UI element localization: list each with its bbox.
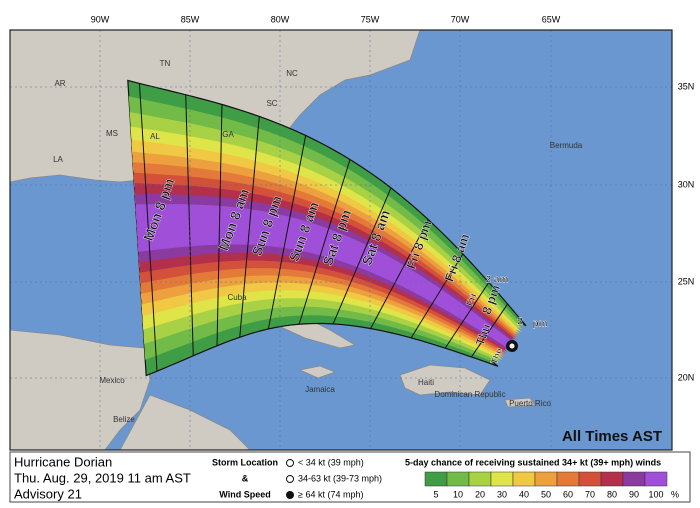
scale-swatch (446, 471, 470, 487)
symbol-title: Wind Speed (219, 489, 270, 499)
scale-label: 5 (433, 489, 438, 499)
time-label: pm (533, 319, 548, 330)
scale-swatch (534, 471, 558, 487)
scale-label: 90 (629, 489, 639, 499)
lon-label: 90W (91, 14, 110, 24)
times-note: All Times AST (562, 428, 662, 445)
scale-swatch (490, 471, 514, 487)
scale-swatch (424, 471, 448, 487)
scale-swatch (468, 471, 492, 487)
scale-label: 20 (475, 489, 485, 499)
scale-label: 60 (563, 489, 573, 499)
advisory-date: Thu. Aug. 29, 2019 11 am AST (14, 470, 191, 485)
scale-label: 40 (519, 489, 529, 499)
scale-unit: % (671, 489, 679, 499)
time-line (216, 104, 223, 346)
place-labels: AR TN NC MS AL GA SC LA Bermuda Cuba Mexico Jamaica… (53, 59, 583, 424)
probability-scale: 5 10 20 30 40 50 60 70 80 90 100% (424, 471, 679, 499)
scale-swatch (622, 471, 646, 487)
storm-marker-center (509, 343, 515, 349)
place-label: Cuba (227, 293, 247, 302)
place-label: Bermuda (550, 141, 583, 150)
storm-name: Hurricane Dorian (14, 454, 112, 469)
symbol-low (286, 459, 294, 467)
scale-swatch (512, 471, 536, 487)
lon-label: 80W (271, 14, 290, 24)
cone-band (135, 204, 515, 350)
symbol-label: ≥ 64 kt (74 mph) (298, 489, 363, 499)
advisory-number: Advisory 21 (14, 486, 82, 501)
time-line (410, 253, 464, 339)
place-label: Jamaica (305, 385, 335, 394)
place-label: Dominican Republic (434, 390, 505, 399)
place-label: LA (53, 155, 63, 164)
time-line (444, 282, 490, 349)
place-label: NC (286, 69, 298, 78)
scale-label: 100 (648, 489, 663, 499)
scale-title: 5-day chance of receiving sustained 34+ … (405, 457, 661, 467)
place-label: Haiti (418, 378, 434, 387)
place-label: Mexico (99, 376, 125, 385)
time-line (298, 159, 351, 325)
scale-label: 10 (453, 489, 463, 499)
place-label: GA (222, 130, 234, 139)
time-line (267, 135, 307, 330)
time-label: 2 am (486, 275, 509, 286)
time-line (185, 94, 194, 356)
place-label: SC (266, 99, 277, 108)
place-label: AR (54, 79, 65, 88)
time-line (332, 187, 392, 325)
time-line (471, 303, 508, 358)
time-line (370, 219, 429, 329)
place-label: MS (106, 129, 118, 138)
symbol-label: 34-63 kt (39-73 mph) (298, 473, 382, 483)
place-label: Belize (113, 415, 135, 424)
lat-label: 25N (678, 276, 695, 286)
scale-swatch (600, 471, 624, 487)
place-label: Puerto Rico (509, 399, 551, 408)
scale-swatch (556, 471, 580, 487)
hispaniola (399, 364, 491, 396)
time-label: 2 (517, 317, 523, 328)
coordinate-labels: 90W 85W 80W 75W 70W 65W 35N 30N 25N 20N (91, 14, 695, 382)
central-america (119, 394, 251, 450)
scale-label: 70 (585, 489, 595, 499)
time-line (239, 116, 260, 338)
scale-label: 80 (607, 489, 617, 499)
place-label: AL (150, 132, 160, 141)
lat-label: 20N (678, 372, 695, 382)
puerto-rico (504, 397, 536, 408)
mexico-land (10, 329, 151, 450)
symbol-title: & (242, 473, 249, 483)
scale-swatch (578, 471, 602, 487)
lon-label: 75W (361, 14, 380, 24)
lat-label: 30N (678, 179, 695, 189)
symbol-title: Storm Location (212, 457, 278, 467)
lat-label: 35N (678, 81, 695, 91)
place-label: TN (160, 59, 171, 68)
symbol-high (286, 491, 294, 499)
time-line (138, 83, 158, 372)
scale-label: 50 (541, 489, 551, 499)
jamaica (298, 365, 337, 379)
storm-position (506, 340, 518, 352)
lon-label: 85W (181, 14, 200, 24)
lon-label: 65W (542, 14, 561, 24)
scale-swatch (644, 471, 668, 487)
lon-label: 70W (451, 14, 470, 24)
map-frame (9, 29, 673, 451)
scale-label: 30 (497, 489, 507, 499)
symbol-label: < 34 kt (39 mph) (298, 457, 364, 467)
legend-panel: Hurricane Dorian Thu. Aug. 29, 2019 11 a… (9, 451, 691, 503)
time-label: Fri (465, 292, 480, 308)
symbol-mid (286, 475, 294, 483)
graticule (10, 30, 672, 450)
